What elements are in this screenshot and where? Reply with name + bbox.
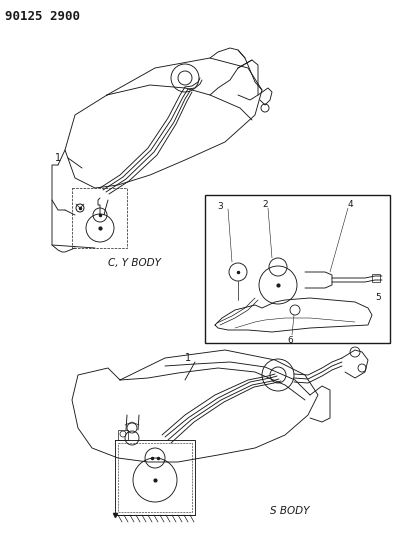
Text: 5: 5: [375, 294, 381, 303]
Text: 1: 1: [55, 153, 61, 163]
Text: 2: 2: [262, 200, 268, 209]
Text: S BODY: S BODY: [270, 506, 310, 516]
Bar: [205, 195, 390, 343]
Text: C, Y BODY: C, Y BODY: [108, 258, 161, 268]
Text: 90125 2900: 90125 2900: [5, 10, 80, 23]
Text: 3: 3: [217, 202, 223, 211]
Text: 1: 1: [185, 353, 191, 363]
Text: 6: 6: [287, 336, 293, 345]
Bar: [372, 274, 380, 282]
Text: 4: 4: [347, 200, 353, 209]
